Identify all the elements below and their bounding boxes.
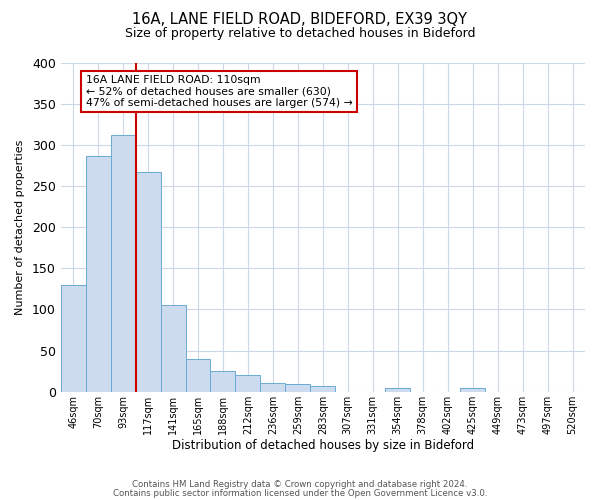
Bar — [460, 388, 485, 392]
Bar — [136, 172, 161, 392]
Bar — [235, 374, 260, 392]
Text: Contains public sector information licensed under the Open Government Licence v3: Contains public sector information licen… — [113, 488, 487, 498]
X-axis label: Distribution of detached houses by size in Bideford: Distribution of detached houses by size … — [172, 440, 474, 452]
Text: Size of property relative to detached houses in Bideford: Size of property relative to detached ho… — [125, 28, 475, 40]
Bar — [286, 384, 310, 392]
Bar — [185, 359, 211, 392]
Text: Contains HM Land Registry data © Crown copyright and database right 2024.: Contains HM Land Registry data © Crown c… — [132, 480, 468, 489]
Bar — [161, 304, 185, 392]
Text: 16A LANE FIELD ROAD: 110sqm
← 52% of detached houses are smaller (630)
47% of se: 16A LANE FIELD ROAD: 110sqm ← 52% of det… — [86, 75, 352, 108]
Bar — [310, 386, 335, 392]
Bar — [260, 382, 286, 392]
Bar — [61, 285, 86, 392]
Bar — [86, 156, 110, 392]
Bar — [385, 388, 410, 392]
Bar — [211, 371, 235, 392]
Y-axis label: Number of detached properties: Number of detached properties — [15, 140, 25, 315]
Bar — [110, 135, 136, 392]
Text: 16A, LANE FIELD ROAD, BIDEFORD, EX39 3QY: 16A, LANE FIELD ROAD, BIDEFORD, EX39 3QY — [133, 12, 467, 28]
